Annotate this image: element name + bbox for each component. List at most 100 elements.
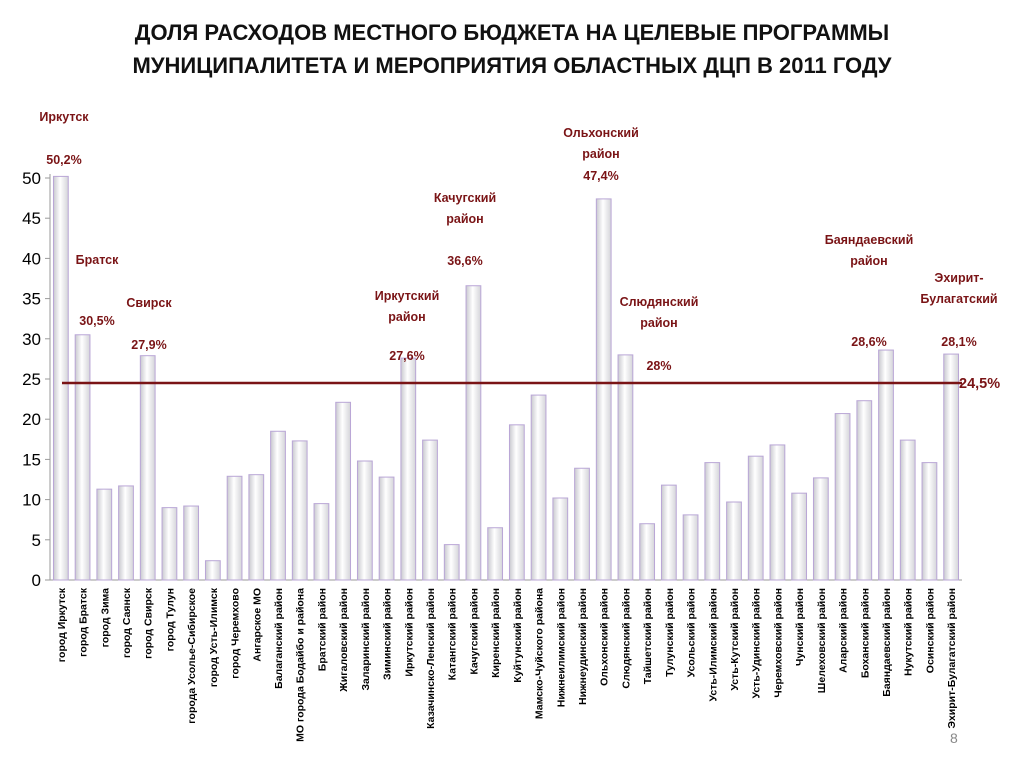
category-label: Нижнеудинский район	[577, 588, 589, 705]
category-label: Зиминский район	[382, 588, 394, 680]
category-label: Балаганский район	[273, 588, 285, 689]
category-label: Казачинско-Ленский район	[425, 588, 437, 729]
category-label: город Свирск	[143, 587, 155, 659]
bar	[248, 474, 265, 581]
category-label: Нукутский район	[903, 588, 915, 676]
annotation-label: район	[388, 310, 425, 324]
y-axis: 0 5 10 15 20 25 30 35 40 45 50	[22, 169, 962, 590]
bar	[574, 467, 590, 581]
annotation-label: Эхирит-	[934, 271, 983, 285]
bar	[639, 523, 656, 581]
bar	[400, 357, 417, 581]
annotation-label: Баяндаевский	[825, 233, 914, 247]
bar	[291, 440, 308, 581]
bar	[204, 560, 221, 581]
category-label: города Усолье-Сибирское	[186, 588, 198, 724]
bar	[161, 507, 178, 581]
annotation-value: 28,1%	[941, 335, 976, 349]
bar	[118, 485, 134, 581]
chart-title: ДОЛЯ РАСХОДОВ МЕСТНОГО БЮДЖЕТА НА ЦЕЛЕВЫ…	[0, 16, 1024, 82]
slide-number: 8	[950, 730, 958, 746]
category-label: Мамско-Чуйского района	[534, 588, 546, 719]
category-label: Куйтунский район	[512, 588, 524, 683]
bar	[747, 455, 764, 581]
y-tick-label: 35	[22, 290, 41, 309]
category-label: Слюдянский район	[620, 588, 632, 689]
annotation-label: Ольхонский	[563, 126, 639, 140]
bars	[52, 175, 960, 581]
category-label: Тулунский район	[664, 588, 676, 677]
bar	[422, 439, 438, 581]
bar	[552, 497, 569, 581]
annotation-label: Иркутск	[39, 110, 89, 124]
reference-line-label: 24,5%	[959, 376, 1000, 392]
bar	[508, 424, 525, 581]
bar	[226, 475, 243, 581]
chart-title-line-1: ДОЛЯ РАСХОДОВ МЕСТНОГО БЮДЖЕТА НА ЦЕЛЕВЫ…	[134, 20, 890, 45]
annotation-value: 27,6%	[389, 349, 424, 363]
category-label: Усольский район	[686, 588, 698, 677]
bar	[617, 354, 634, 581]
category-label: город Черемхово	[230, 588, 242, 679]
category-label: город Тулун	[164, 588, 176, 651]
y-tick-label: 40	[22, 249, 41, 268]
category-label: Ольхонский район	[599, 588, 611, 686]
bar	[682, 514, 699, 581]
y-tick-label: 20	[22, 410, 41, 429]
bar	[726, 501, 742, 581]
category-label: Осинский район	[924, 588, 936, 673]
x-axis-labels: город Иркутск город Братск город Зима город…	[56, 587, 958, 742]
chart-title-line-2: МУНИЦИПАЛИТЕТА И МЕРОПРИЯТИЯ ОБЛАСТНЫХ Д…	[132, 53, 892, 78]
bar	[96, 488, 113, 581]
bar	[943, 353, 960, 581]
bar	[704, 462, 721, 581]
category-label: Чунский район	[794, 588, 806, 666]
annotation-value: 28%	[646, 359, 671, 373]
annotation-label: Слюдянский	[620, 295, 699, 309]
y-tick-label: 50	[22, 169, 41, 188]
annotation-label: район	[446, 212, 483, 226]
annotation-label: Свирск	[126, 296, 172, 310]
annotation-label: Иркутский	[375, 289, 440, 303]
annotation-label: район	[640, 316, 677, 330]
bar	[856, 400, 873, 581]
annotation-value: 28,6%	[851, 335, 886, 349]
bar	[899, 439, 916, 581]
category-label: Катангский район	[447, 588, 459, 680]
bar	[660, 484, 677, 581]
bar	[443, 544, 460, 581]
y-tick-label: 5	[32, 531, 41, 550]
annotation-value: 47,4%	[583, 169, 618, 183]
annotations: Иркутск 50,2% Братск 30,5% Свирск 27,9% Иркутс…	[39, 110, 997, 373]
category-label: город Саянск	[121, 587, 133, 658]
annotation-label: Булагатский	[920, 292, 997, 306]
bar	[378, 476, 395, 581]
category-label: Баяндаевский район	[881, 588, 893, 697]
category-label: Заларинский район	[360, 588, 372, 691]
bar	[270, 430, 286, 581]
annotation-value: 30,5%	[79, 314, 114, 328]
bar	[769, 444, 786, 581]
reference-line-group: 24,5%	[62, 376, 1000, 392]
bar	[921, 462, 938, 581]
category-label: Братский район	[316, 588, 328, 671]
bar	[335, 401, 352, 581]
category-label: Боханский район	[859, 588, 871, 678]
y-tick-label: 25	[22, 370, 41, 389]
category-label: город Братск	[78, 587, 90, 657]
category-label: город Усть-Илимск	[208, 587, 220, 687]
bar	[313, 503, 330, 581]
y-tick-label: 10	[22, 491, 41, 510]
annotation-value: 27,9%	[131, 338, 166, 352]
category-label: Усть-Кутский район	[729, 588, 741, 691]
y-tick-label: 45	[22, 209, 41, 228]
bar	[812, 477, 829, 581]
bar	[356, 460, 373, 581]
bar	[139, 355, 156, 581]
category-label: Черемховский район	[772, 588, 784, 698]
category-label: Эхирит-Булагатский район	[946, 588, 958, 729]
y-tick-label: 15	[22, 450, 41, 469]
y-tick-label: 0	[32, 571, 41, 590]
bar	[834, 413, 851, 581]
category-label: Аларский район	[838, 588, 850, 673]
